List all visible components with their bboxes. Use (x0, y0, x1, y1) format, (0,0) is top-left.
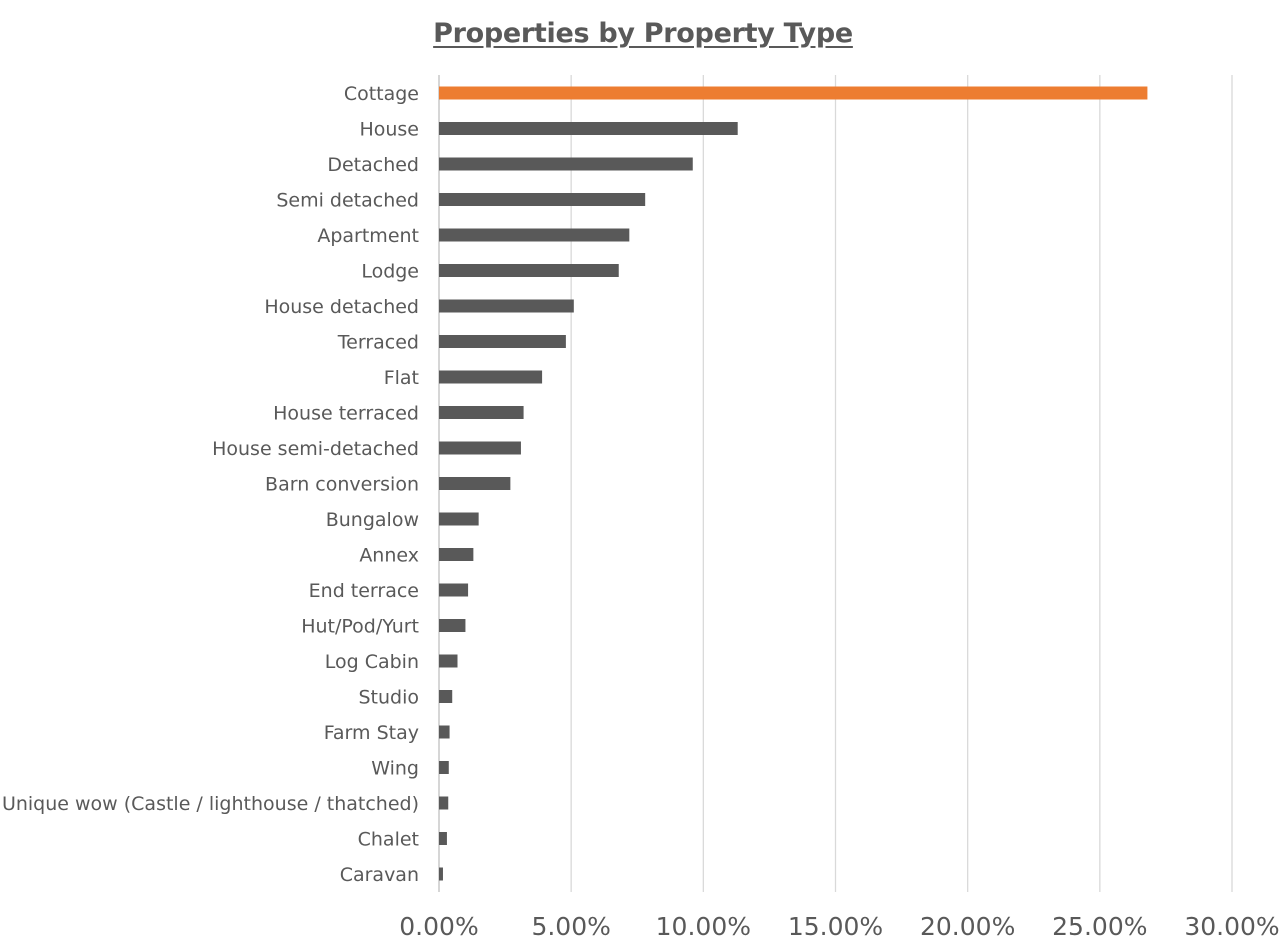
category-label: Terraced (337, 332, 419, 354)
bar-unique-wow-castle-lighthouse-thatched (439, 796, 449, 810)
category-label: Wing (371, 758, 419, 780)
x-tick-label: 10.00% (656, 912, 751, 941)
category-label: House detached (264, 296, 419, 318)
category-label: Farm Stay (324, 722, 419, 744)
category-label: Caravan (340, 864, 419, 886)
bar-terraced (439, 335, 566, 348)
category-label: Unique wow (Castle / lighthouse / thatch… (2, 793, 419, 815)
bar-apartment (439, 228, 630, 242)
bar-chalet (439, 832, 447, 845)
category-label: Studio (358, 687, 419, 709)
category-label: Chalet (358, 829, 419, 851)
bar-house-detached (439, 299, 574, 313)
bar-wing (439, 761, 449, 774)
x-tick-label: 30.00% (1184, 912, 1279, 941)
bar-caravan (439, 867, 443, 881)
category-label: Annex (359, 545, 419, 567)
bar-farm-stay (439, 725, 450, 739)
category-label: Hut/Pod/Yurt (301, 616, 419, 638)
category-label: Flat (384, 367, 419, 389)
bar-house-terraced (439, 406, 524, 419)
x-tick-label: 20.00% (920, 912, 1015, 941)
category-label: Detached (327, 154, 419, 176)
bar-house-semi-detached (439, 441, 521, 455)
category-labels: Cottage House Detached Semi detached Apartme… (2, 83, 419, 886)
category-label: Apartment (317, 225, 419, 247)
category-label: House terraced (273, 403, 419, 425)
bar-bungalow (439, 512, 479, 526)
category-label: Bungalow (326, 509, 419, 531)
chart-title: Properties by Property Type (433, 18, 853, 49)
category-label: House semi-detached (212, 438, 419, 460)
bars (439, 86, 1148, 881)
category-label: Semi detached (276, 190, 419, 212)
bar-log-cabin (439, 654, 458, 668)
bar-semi-detached (439, 193, 646, 206)
category-label: Log Cabin (325, 651, 419, 673)
category-label: End terrace (309, 580, 419, 602)
bar-lodge (439, 264, 619, 277)
category-label: House (359, 119, 419, 141)
x-tick-label: 25.00% (1052, 912, 1147, 941)
x-tick-label: 0.00% (399, 912, 478, 941)
category-label: Cottage (344, 83, 419, 105)
bar-flat (439, 370, 543, 384)
bar-barn-conversion (439, 477, 511, 490)
bar-studio (439, 690, 453, 703)
bar-hut-pod-yurt (439, 619, 466, 632)
bar-house (439, 122, 738, 135)
bar-end-terrace (439, 583, 469, 597)
bar-cottage (439, 86, 1148, 100)
x-axis-tick-labels: 0.00% 5.00% 10.00% 15.00% 20.00% 25.00% 30.00% (399, 912, 1279, 941)
gridlines (438, 75, 1233, 892)
x-tick-label: 15.00% (788, 912, 883, 941)
category-label: Lodge (361, 261, 419, 283)
x-tick-label: 5.00% (531, 912, 610, 941)
category-label: Barn conversion (265, 474, 419, 496)
bar-annex (439, 548, 474, 561)
bar-detached (439, 157, 693, 171)
